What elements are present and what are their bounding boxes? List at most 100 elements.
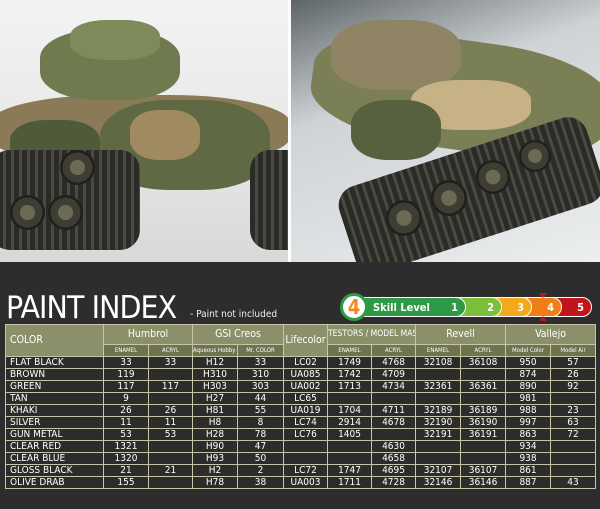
paint-code-cell	[415, 368, 462, 381]
paint-code-cell: 4711	[371, 404, 417, 417]
paint-code-cell: 32190	[415, 416, 462, 429]
paint-code-cell: 934	[505, 440, 552, 453]
paint-code-cell: 36189	[460, 404, 507, 417]
subheader: Mr. COLOR	[237, 344, 285, 357]
color-name-cell: GLOSS BLACK	[5, 464, 104, 477]
paint-code-cell: 997	[505, 416, 552, 429]
paint-code-cell: 32107	[415, 464, 462, 477]
paint-code-cell: 1320	[103, 452, 149, 465]
paint-code-cell: H28	[192, 428, 239, 441]
skill-marker-bottom-icon	[539, 316, 547, 321]
table-row: GLOSS BLACK 21 21 H2 2 LC72 1747 4695 32107 36107…	[5, 464, 597, 477]
paint-code-cell: 26	[103, 404, 149, 417]
paint-code-cell	[415, 392, 462, 405]
paint-code-cell: 1711	[327, 476, 373, 489]
paint-code-cell: 21	[103, 464, 149, 477]
paint-code-cell: 57	[550, 356, 597, 369]
skill-level-indicator: 5 4 3 2 Skill Level 1 4	[338, 293, 594, 321]
subheader: ACRYL	[147, 344, 194, 357]
paint-code-cell: 32191	[415, 428, 462, 441]
paint-code-cell: 9	[103, 392, 149, 405]
paint-code-cell: 78	[237, 428, 285, 441]
paint-code-cell: 2	[237, 464, 285, 477]
paint-code-cell: 21	[147, 464, 194, 477]
paint-code-cell	[283, 440, 329, 453]
paint-code-cell: 950	[505, 356, 552, 369]
skill-marker-top-icon	[539, 293, 547, 298]
paint-code-cell: 32361	[415, 380, 462, 393]
paint-code-cell: 890	[505, 380, 552, 393]
paint-index-table: COLOR Humbrol GSI Creos Lifecolor TESTOR…	[5, 324, 597, 489]
paint-code-cell: 303	[237, 380, 285, 393]
paint-code-cell: 63	[550, 416, 597, 429]
paint-code-cell	[371, 392, 417, 405]
color-name-cell: GREEN	[5, 380, 104, 393]
paint-code-cell	[460, 452, 507, 465]
paint-code-cell: 44	[237, 392, 285, 405]
paint-code-cell: 43	[550, 476, 597, 489]
paint-code-cell: H90	[192, 440, 239, 453]
paint-code-cell	[147, 452, 194, 465]
table-row: CLEAR RED 1321 H90 47 4630 934	[5, 440, 597, 453]
paint-code-cell: UA003	[283, 476, 329, 489]
paint-code-cell: 874	[505, 368, 552, 381]
paint-code-cell: 887	[505, 476, 552, 489]
color-name-cell: CLEAR BLUE	[5, 452, 104, 465]
paint-code-cell: 117	[147, 380, 194, 393]
paint-code-cell	[550, 392, 597, 405]
paint-code-cell: 32108	[415, 356, 462, 369]
paint-code-cell	[415, 452, 462, 465]
header-testors: TESTORS / MODEL MASTER	[327, 324, 417, 345]
skill-level-1: 1	[451, 301, 458, 314]
paint-code-cell	[147, 368, 194, 381]
subheader: Model Air	[550, 344, 597, 357]
paint-code-cell: 4709	[371, 368, 417, 381]
paint-code-cell: UA002	[283, 380, 329, 393]
paint-code-cell: 1704	[327, 404, 373, 417]
paint-code-cell: H2	[192, 464, 239, 477]
paint-code-cell: 36361	[460, 380, 507, 393]
paint-code-cell: 36190	[460, 416, 507, 429]
table-row: CLEAR BLUE 1320 H93 50 4658 938	[5, 452, 597, 465]
table-row: TAN 9 H27 44 LC65 981	[5, 392, 597, 405]
color-name-cell: FLAT BLACK	[5, 356, 104, 369]
paint-code-cell: 36191	[460, 428, 507, 441]
color-name-cell: OLIVE DRAB	[5, 476, 104, 489]
subheader: Aqueous Hobby Color	[192, 344, 239, 357]
paint-code-cell: H310	[192, 368, 239, 381]
subheader: ENAMEL	[103, 344, 149, 357]
paint-code-cell: H303	[192, 380, 239, 393]
paint-code-cell: 50	[237, 452, 285, 465]
paint-code-cell: 4695	[371, 464, 417, 477]
paint-code-cell: 72	[550, 428, 597, 441]
paint-code-cell: 117	[103, 380, 149, 393]
paint-code-cell: 33	[103, 356, 149, 369]
paint-code-cell: 310	[237, 368, 285, 381]
table-row: GREEN 117 117 H303 303 UA002 1713 4734 32361 3636…	[5, 380, 597, 393]
header-revell: Revell	[415, 324, 507, 345]
paint-code-cell	[327, 392, 373, 405]
paint-code-cell: LC65	[283, 392, 329, 405]
paint-note: - Paint not included	[190, 309, 278, 320]
paint-code-cell: 1321	[103, 440, 149, 453]
header-color: COLOR	[5, 324, 104, 357]
photo-divider	[288, 0, 291, 262]
color-name-cell: KHAKI	[5, 404, 104, 417]
table-row: KHAKI 26 26 H81 55 UA019 1704 4711 32189 36189 988…	[5, 404, 597, 417]
paint-code-cell: 36108	[460, 356, 507, 369]
table-row: GUN METAL 53 53 H28 78 LC76 1405 32191 36191 863 7…	[5, 428, 597, 441]
paint-code-cell: 4630	[371, 440, 417, 453]
paint-code-cell: 33	[147, 356, 194, 369]
paint-code-cell: 38	[237, 476, 285, 489]
skill-segment-1: Skill Level 1	[352, 297, 466, 317]
paint-code-cell: 11	[103, 416, 149, 429]
paint-code-cell: H78	[192, 476, 239, 489]
paint-code-cell: 1405	[327, 428, 373, 441]
paint-code-cell: 4658	[371, 452, 417, 465]
paint-code-cell	[550, 464, 597, 477]
header-humbrol: Humbrol	[102, 324, 194, 345]
header-vallejo: Vallejo	[505, 324, 597, 345]
page-title: PAINT INDEX	[6, 290, 177, 326]
paint-code-cell: 2914	[327, 416, 373, 429]
paint-code-cell: 53	[147, 428, 194, 441]
